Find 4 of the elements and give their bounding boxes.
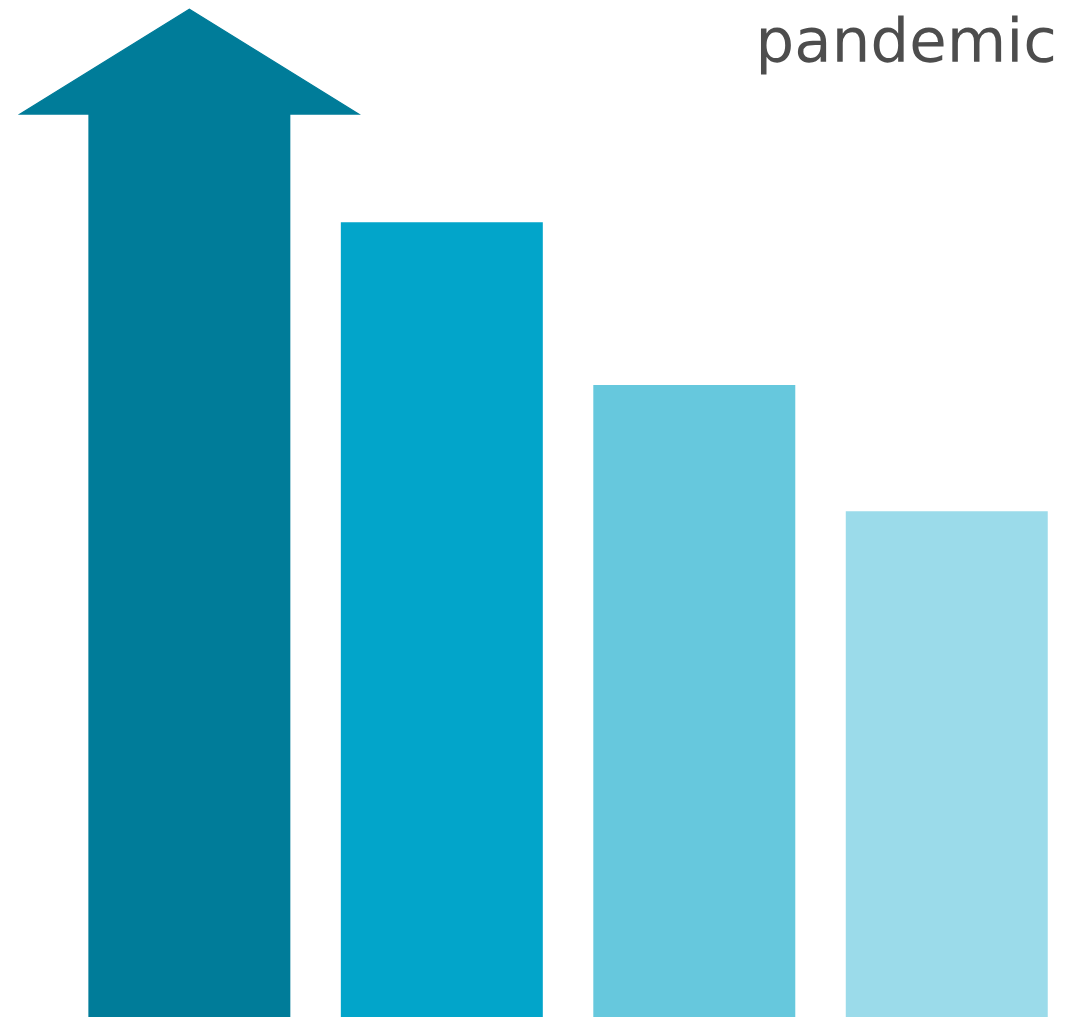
bar	[340, 222, 543, 1017]
chart-title: pandemic	[760, 15, 1054, 75]
bar	[845, 511, 1048, 1017]
bar	[593, 384, 796, 1017]
